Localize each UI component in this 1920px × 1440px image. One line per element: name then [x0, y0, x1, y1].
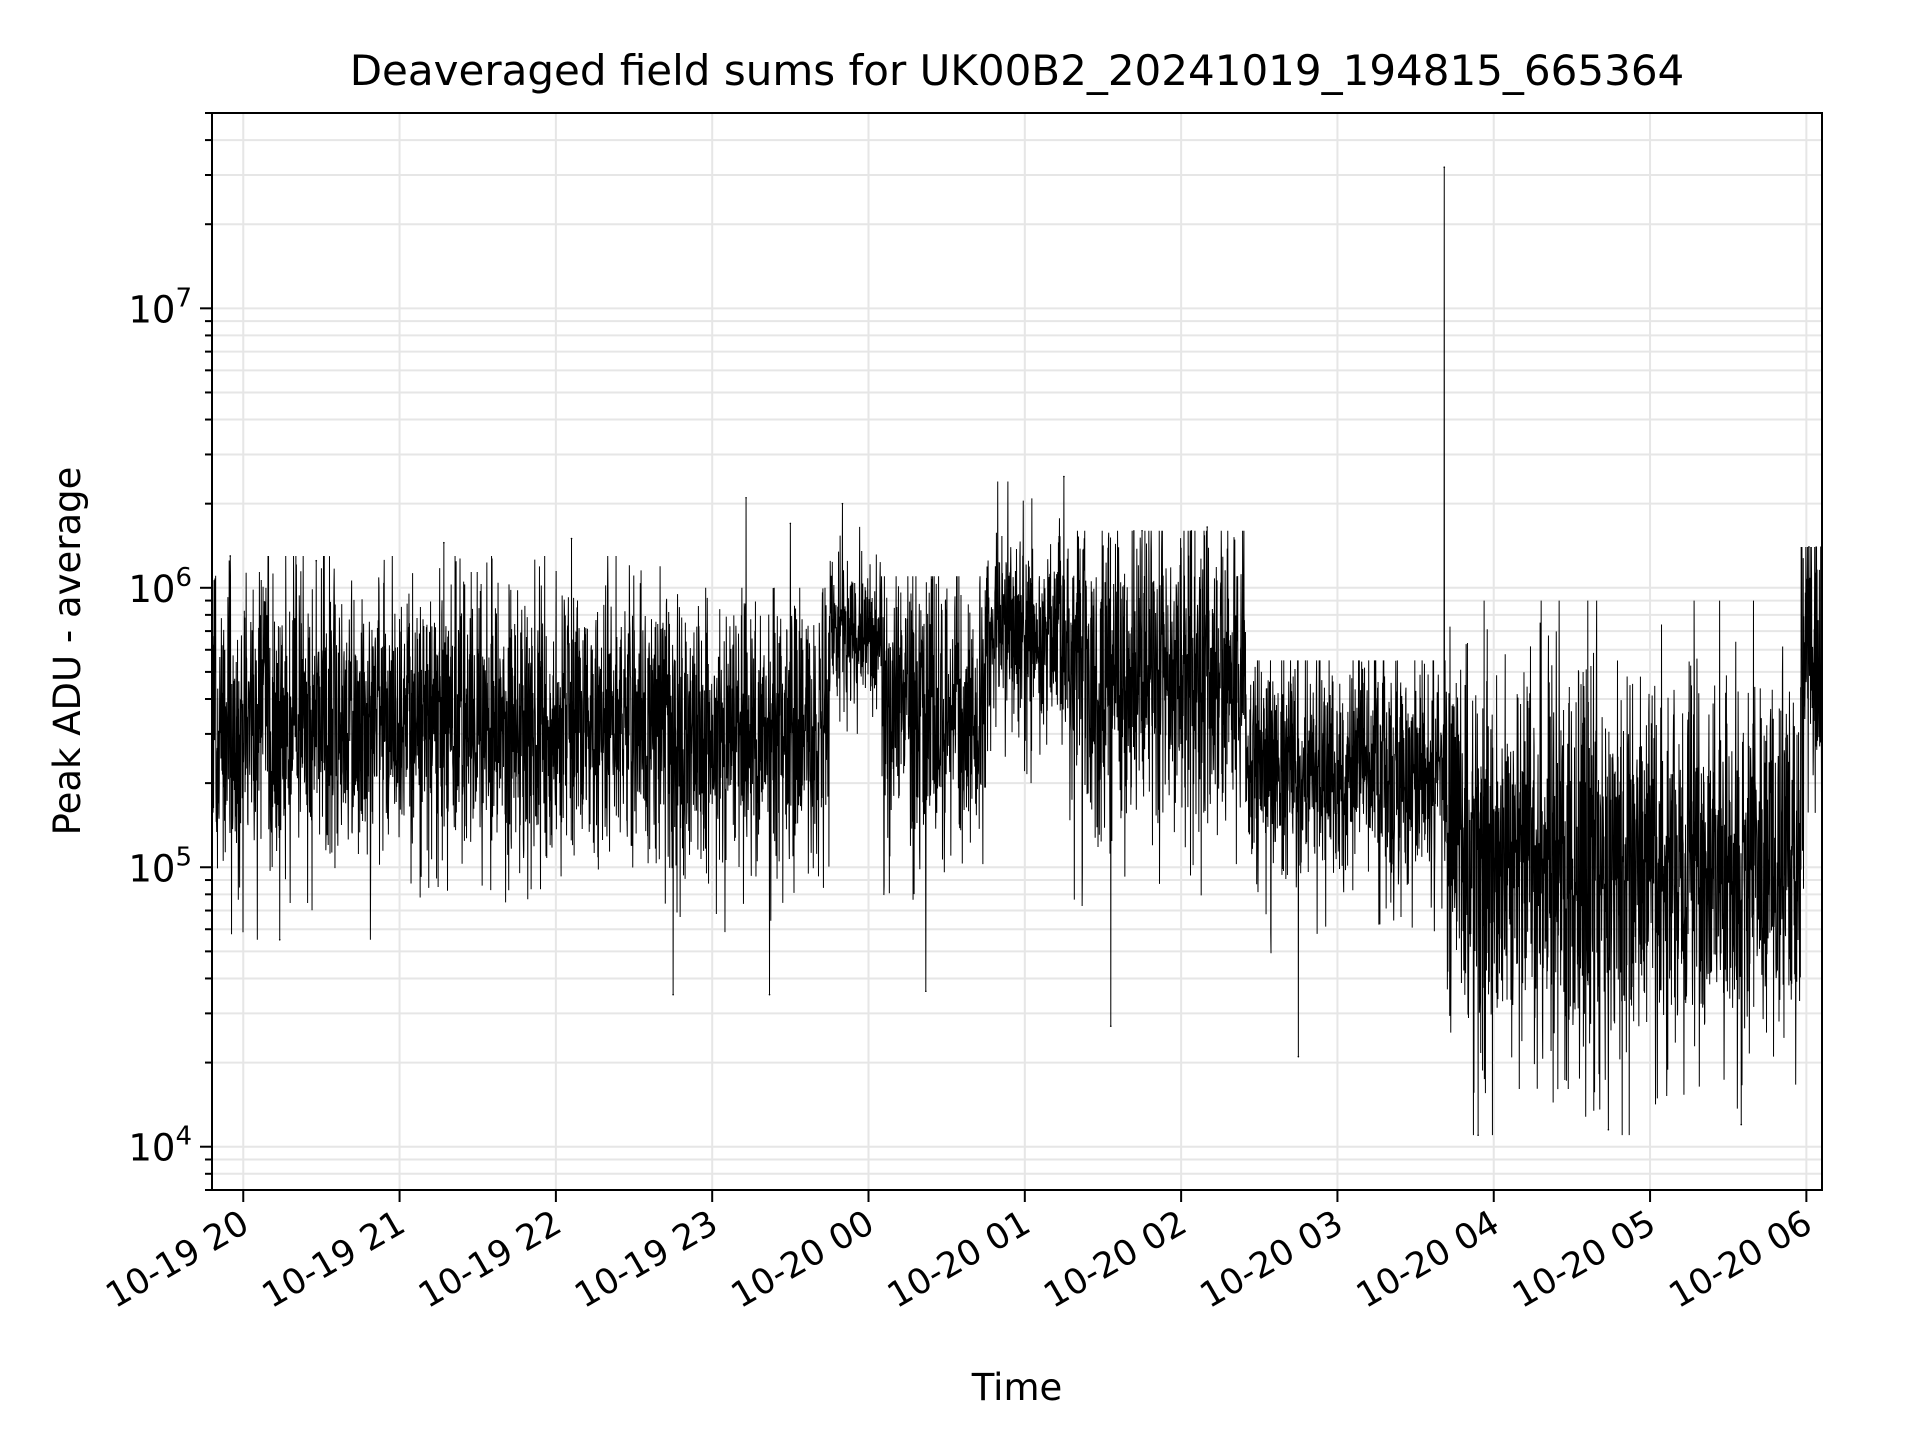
spike-point: [768, 993, 771, 996]
spike-point: [1141, 529, 1143, 532]
spike-point: [1607, 1128, 1610, 1131]
spike-point: [925, 990, 927, 993]
spike-point: [315, 559, 318, 562]
spike-point: [1206, 526, 1208, 528]
spike-point: [278, 939, 281, 941]
spike-point: [841, 502, 844, 505]
series-layer: [212, 166, 1822, 1136]
chart-title: Deaveraged field sums for UK00B2_2024101…: [350, 46, 1685, 95]
y-tick-label: 104: [128, 1122, 192, 1170]
spike-point: [1297, 1055, 1300, 1058]
spike-point: [789, 522, 792, 525]
y-tick-label: 107: [128, 283, 192, 331]
y-axis: 104 105 106 107: [128, 112, 212, 1191]
y-tick-label: 106: [128, 563, 192, 611]
series-line: [212, 167, 1822, 1136]
spike-point: [1808, 546, 1810, 548]
spike-point: [443, 541, 445, 544]
spike-point: [570, 537, 573, 540]
spike-point: [1109, 1025, 1112, 1027]
spike-point: [1740, 1123, 1743, 1126]
spike-point: [1063, 475, 1065, 478]
spike-point: [1477, 1134, 1479, 1136]
y-axis-label: Peak ADU - average: [46, 467, 89, 836]
spike-point: [229, 555, 232, 557]
y-tick-label: 105: [128, 842, 192, 890]
spike-point: [672, 993, 674, 996]
spike-point: [1443, 166, 1446, 168]
x-axis-label: Time: [971, 1366, 1063, 1409]
spike-point: [745, 496, 747, 499]
plot-frame: [211, 112, 1823, 1191]
